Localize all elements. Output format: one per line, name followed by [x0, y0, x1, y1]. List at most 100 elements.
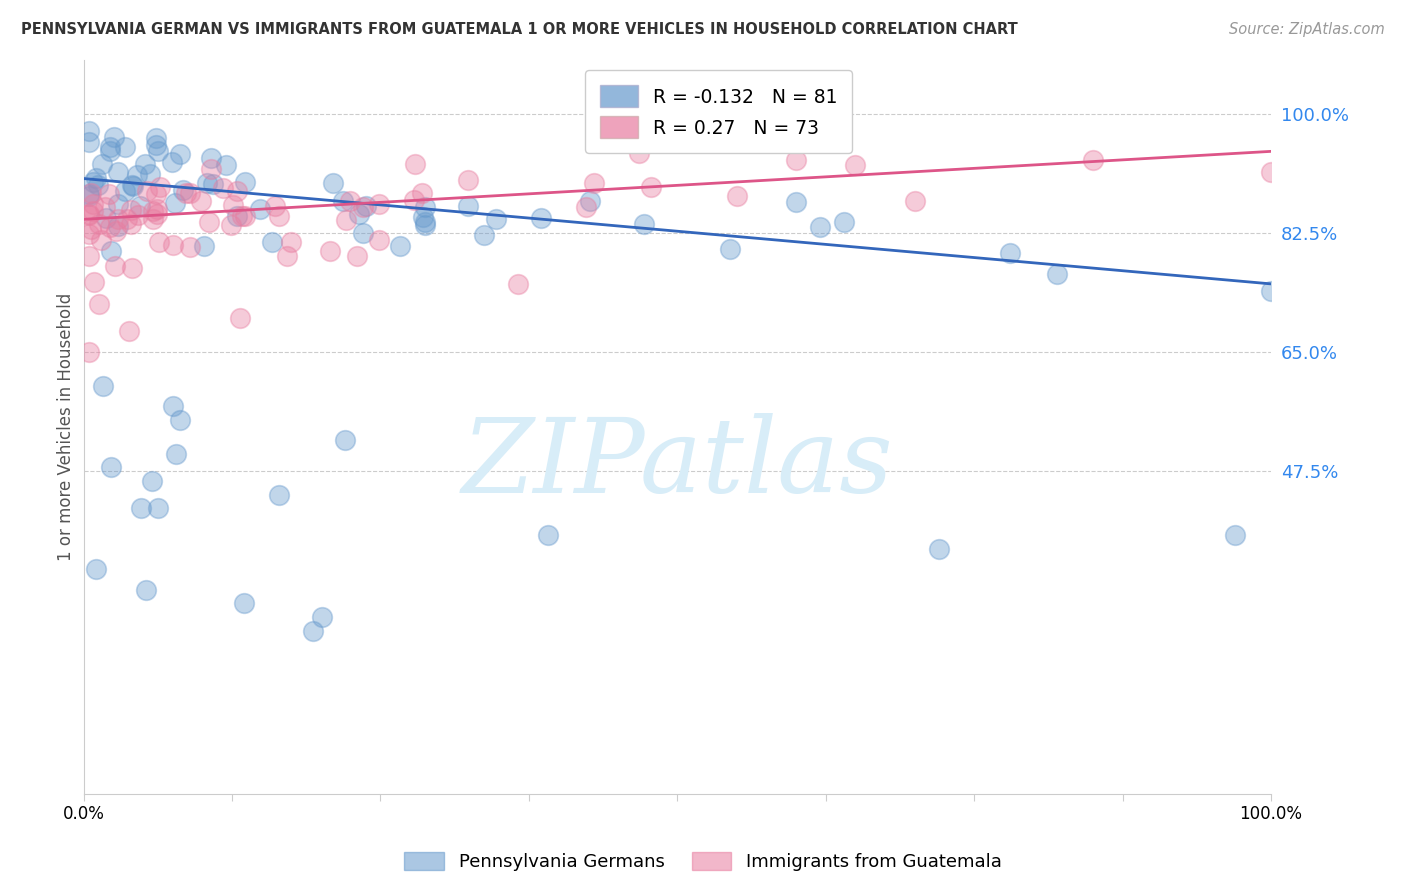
Point: [84, 171, 107, 186]
Point: [352, 200, 374, 214]
Point: [100, 140, 122, 154]
Point: [79, 186, 101, 200]
Point: [904, 194, 927, 208]
Point: [347, 206, 370, 220]
Point: [122, 179, 145, 194]
Point: [197, 176, 219, 190]
Point: [411, 186, 433, 200]
Point: [832, 215, 855, 229]
Point: [1081, 153, 1104, 167]
Point: [127, 168, 149, 182]
Point: [120, 202, 142, 217]
Point: [82, 175, 104, 189]
Point: [148, 235, 170, 249]
Point: [79, 186, 101, 201]
Point: [339, 194, 361, 208]
Point: [457, 173, 479, 187]
Point: [94, 200, 117, 214]
Legend: R = -0.132   N = 81, R = 0.27   N = 73: R = -0.132 N = 81, R = 0.27 N = 73: [585, 70, 852, 153]
Point: [413, 218, 436, 232]
Point: [404, 156, 426, 170]
Point: [100, 244, 122, 258]
Point: [633, 217, 655, 231]
Point: [276, 249, 298, 263]
Point: [148, 144, 170, 158]
Point: [1225, 528, 1247, 542]
Point: [785, 195, 807, 210]
Point: [537, 528, 560, 542]
Point: [83, 275, 105, 289]
Point: [260, 235, 283, 249]
Point: [103, 130, 125, 145]
Text: ZIPatlas: ZIPatlas: [461, 413, 893, 514]
Point: [225, 185, 247, 199]
Point: [89, 217, 111, 231]
Point: [114, 184, 136, 198]
Point: [162, 399, 184, 413]
Point: [87, 297, 110, 311]
Point: [141, 474, 163, 488]
Point: [346, 249, 368, 263]
Point: [100, 460, 122, 475]
Point: [322, 176, 344, 190]
Point: [139, 167, 162, 181]
Point: [145, 130, 167, 145]
Point: [530, 211, 553, 225]
Point: [352, 226, 374, 240]
Point: [107, 211, 129, 226]
Point: [1260, 284, 1282, 298]
Point: [162, 238, 184, 252]
Point: [120, 217, 142, 231]
Point: [457, 199, 479, 213]
Point: [169, 413, 191, 427]
Point: [200, 161, 222, 176]
Point: [79, 206, 101, 220]
Point: [179, 240, 201, 254]
Point: [84, 562, 107, 576]
Point: [233, 209, 256, 223]
Point: [354, 199, 377, 213]
Point: [201, 178, 224, 192]
Point: [129, 199, 152, 213]
Point: [118, 325, 141, 339]
Point: [145, 137, 167, 152]
Point: [578, 194, 600, 209]
Point: [79, 207, 101, 221]
Point: [1046, 267, 1069, 281]
Point: [79, 124, 101, 138]
Point: [200, 151, 222, 165]
Point: [135, 582, 157, 597]
Point: [98, 145, 121, 159]
Point: [211, 180, 233, 194]
Point: [222, 198, 245, 212]
Point: [129, 501, 152, 516]
Point: [249, 202, 271, 216]
Point: [79, 227, 101, 241]
Point: [333, 434, 356, 448]
Point: [485, 212, 508, 227]
Point: [190, 194, 212, 209]
Point: [725, 189, 748, 203]
Point: [575, 200, 598, 214]
Point: [141, 204, 163, 219]
Point: [197, 215, 219, 229]
Point: [98, 219, 121, 234]
Point: [226, 210, 249, 224]
Point: [718, 242, 741, 256]
Point: [135, 184, 157, 198]
Point: [302, 624, 325, 638]
Point: [233, 175, 256, 189]
Point: [107, 197, 129, 211]
Point: [114, 139, 136, 153]
Point: [318, 244, 340, 258]
Point: [229, 310, 252, 325]
Point: [280, 235, 302, 249]
Text: PENNSYLVANIA GERMAN VS IMMIGRANTS FROM GUATEMALA 1 OR MORE VEHICLES IN HOUSEHOLD: PENNSYLVANIA GERMAN VS IMMIGRANTS FROM G…: [21, 22, 1018, 37]
Point: [998, 246, 1021, 260]
Point: [267, 210, 290, 224]
Point: [105, 224, 128, 238]
Point: [269, 487, 291, 501]
Point: [142, 211, 165, 226]
Point: [104, 259, 127, 273]
Point: [79, 189, 101, 203]
